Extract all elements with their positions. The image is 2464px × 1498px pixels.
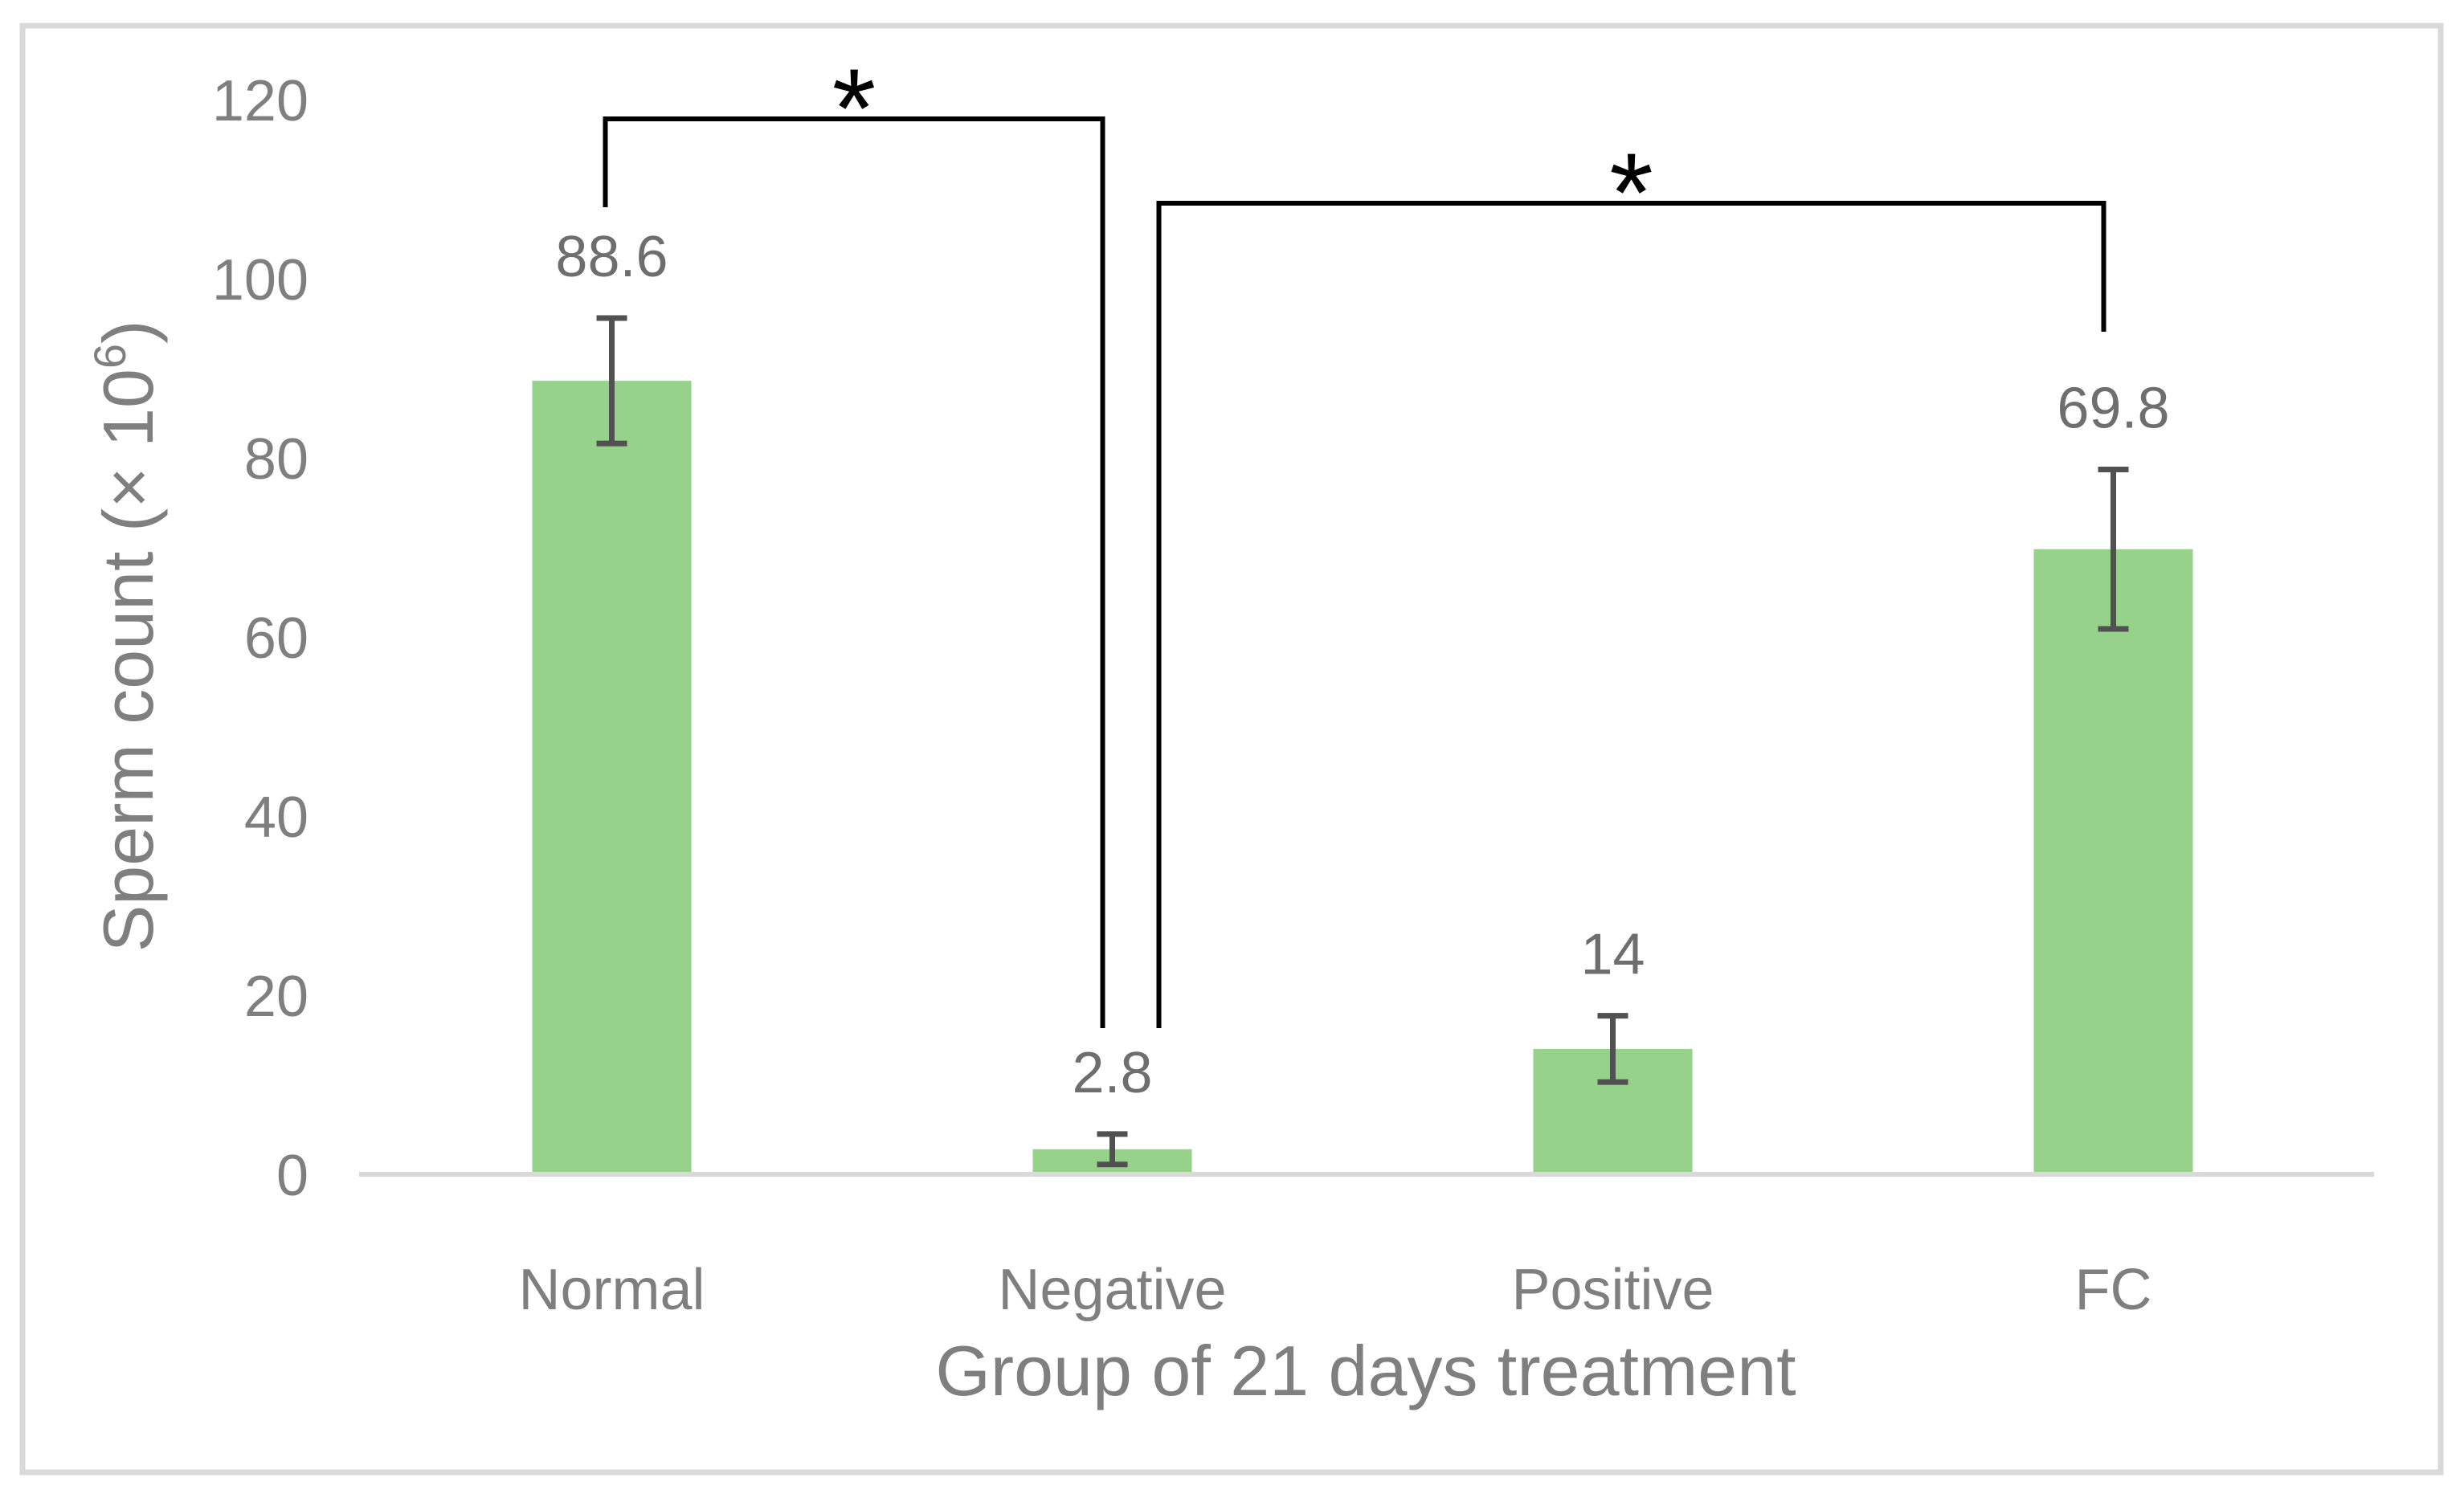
y-tick-label: 60 — [244, 606, 309, 671]
significance-bracket-2 — [1156, 201, 2106, 1028]
y-tick-label: 100 — [212, 248, 309, 312]
value-label-positive: 14 — [1580, 923, 1645, 987]
significance-asterisk-1: * — [832, 45, 876, 171]
x-axis-title: Group of 21 days treatment — [935, 1331, 1796, 1410]
x-category-label-negative: Negative — [998, 1258, 1226, 1322]
value-label-normal: 88.6 — [555, 225, 668, 289]
y-tick-label: 20 — [244, 965, 309, 1029]
significance-asterisk-2: * — [1609, 129, 1653, 255]
bar-fc — [2033, 549, 2193, 1174]
y-axis-title: Sperm count (× 106) — [84, 320, 168, 953]
x-category-label-normal: Normal — [518, 1258, 705, 1322]
y-tick-label: 80 — [244, 427, 309, 492]
y-tick-label: 40 — [244, 786, 309, 850]
error-bar-fc — [2098, 466, 2129, 632]
value-label-fc: 69.8 — [2057, 376, 2169, 440]
error-bar-positive — [1597, 1013, 1628, 1085]
y-tick-label: 0 — [276, 1144, 309, 1208]
error-bar-negative — [1097, 1131, 1128, 1168]
error-bar-normal — [596, 315, 627, 447]
value-label-negative: 2.8 — [1072, 1041, 1152, 1105]
significance-bracket-1 — [603, 116, 1105, 1028]
bar-normal — [532, 381, 692, 1174]
y-tick-label: 120 — [212, 69, 309, 133]
x-category-label-positive: Positive — [1511, 1258, 1714, 1322]
x-category-label-fc: FC — [2075, 1258, 2152, 1322]
